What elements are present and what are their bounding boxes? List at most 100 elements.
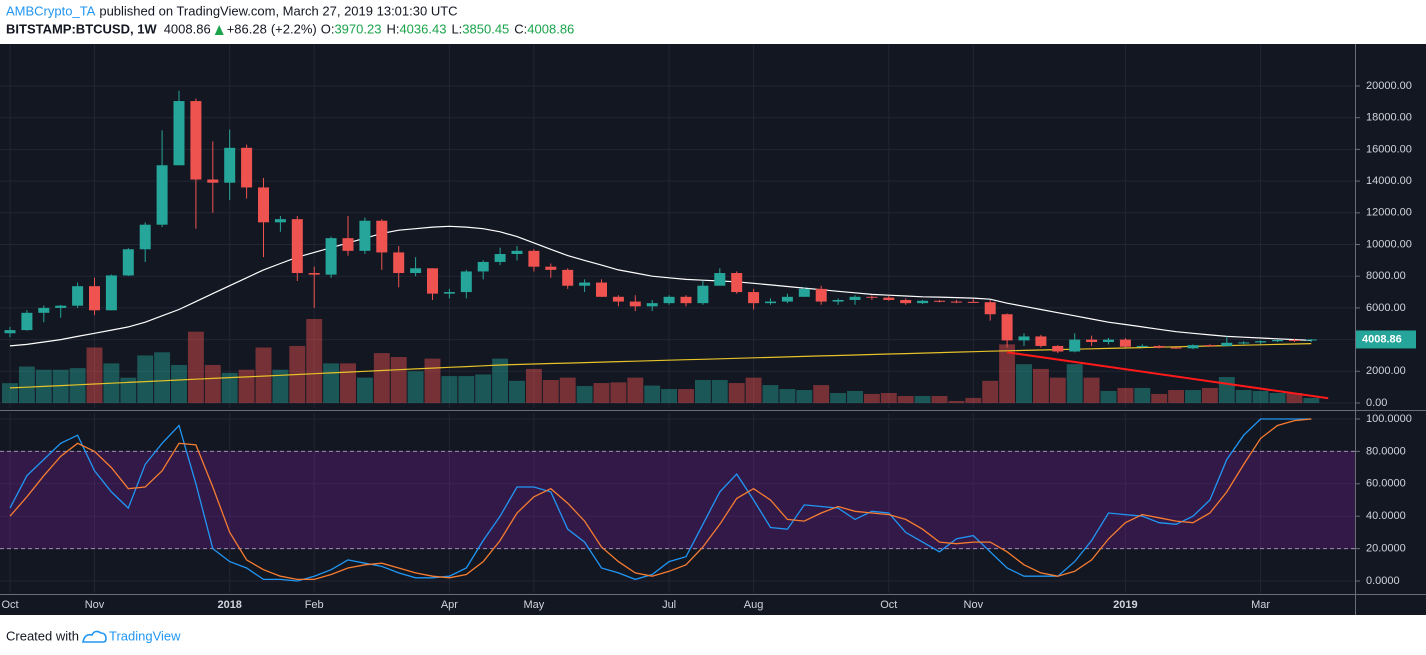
volume-bar (171, 364, 187, 404)
candle-body (984, 302, 996, 315)
candle-body (1204, 345, 1216, 347)
volume-bar (2, 383, 18, 404)
y-tick-label: 18000.00 (1366, 112, 1412, 124)
y-tick-label: 20000.00 (1366, 80, 1412, 92)
volume-bar (187, 331, 204, 404)
footer-bg (0, 615, 1426, 655)
published-text: published on TradingView.com, March 27, … (99, 3, 457, 18)
volume-bar (1100, 390, 1117, 404)
candle-body (190, 101, 202, 180)
chart-bg (0, 44, 1426, 615)
candle-body (1001, 314, 1013, 341)
volume-bar (999, 344, 1016, 404)
candle-body (258, 187, 269, 223)
candle-body (832, 299, 844, 302)
volume-bar (897, 396, 914, 404)
candle-body (1272, 339, 1283, 342)
ohlc-value: 3850.45 (462, 21, 509, 36)
volume-bar (424, 358, 441, 404)
volume-bar (982, 380, 999, 404)
candle-body (427, 268, 438, 294)
x-tick-label: Jul (662, 599, 676, 611)
footer: Created with TradingView (6, 628, 181, 643)
footer-brand[interactable]: TradingView (109, 628, 181, 643)
stoch-line (9, 418, 1312, 581)
candle-body (1035, 336, 1047, 346)
candle-body (274, 219, 286, 223)
candle-body (511, 250, 523, 255)
candle-body (917, 300, 929, 304)
volume-bar (1083, 377, 1100, 404)
tradingview-logo (81, 630, 107, 643)
y-tick-label: 20.0000 (1366, 543, 1406, 555)
ohlc-value: 4036.43 (399, 21, 446, 36)
candle-body (967, 301, 979, 303)
ohlc-label: C: (514, 21, 527, 36)
candle-body (38, 307, 50, 313)
volume-bar (154, 352, 171, 404)
volume-bar (1016, 364, 1032, 404)
volume-bar (593, 383, 610, 404)
volume-bar (1049, 377, 1066, 404)
candle-body (883, 297, 895, 300)
volume-bar (340, 363, 356, 404)
footer-text: Created with (6, 628, 79, 643)
volume-bar (1235, 390, 1252, 404)
volume-bar (120, 377, 137, 404)
change-pct: (+2.2%) (271, 21, 317, 36)
candle-body (646, 303, 658, 307)
x-tick-label: Nov (964, 599, 984, 611)
candle-body (815, 288, 827, 302)
symbol: BITSTAMP:BTCUSD, 1W (6, 21, 157, 36)
candle-body (241, 147, 253, 188)
y-tick-label: 100.0000 (1366, 413, 1412, 425)
y-tick-label: 40.0000 (1366, 510, 1406, 522)
candle-body (1187, 345, 1199, 349)
candle-body (528, 250, 540, 267)
candle-body (545, 266, 557, 270)
candle-body (714, 273, 726, 286)
x-tick-label: Nov (85, 599, 105, 611)
last-price-box (1356, 330, 1416, 349)
candle-body (105, 275, 117, 311)
volume-bar (847, 390, 863, 404)
header: AMBCrypto_TA published on TradingView.com… (6, 3, 574, 36)
ohlc-value: 4008.86 (527, 21, 574, 36)
candle-body (1255, 341, 1267, 343)
y-tick-label: 0.00 (1366, 397, 1387, 409)
y-tick-label: 60.0000 (1366, 478, 1406, 490)
volume-bar (762, 385, 779, 404)
volume-bar (1269, 393, 1286, 404)
y-tick-label: 12000.00 (1366, 207, 1412, 219)
candle-body (1119, 339, 1131, 347)
y-tick-label: 16000.00 (1366, 143, 1412, 155)
volume-bar (728, 383, 745, 404)
y-tick-label: 2000.00 (1366, 365, 1406, 377)
x-tick-label: Oct (1, 599, 18, 611)
volume-bar (373, 353, 390, 404)
candle-body (494, 254, 506, 262)
axes: Oct Nov 2018 Feb Apr May Jul Aug Oct Nov 2019 Mar 0.… (1, 80, 1416, 611)
moving-average (9, 343, 1312, 389)
volume-bar (1032, 368, 1049, 404)
volume-bar (52, 369, 69, 404)
volume-bar (69, 368, 86, 404)
volume-bar (796, 390, 813, 404)
header-bg (0, 0, 1426, 44)
candle-body (1288, 339, 1300, 341)
candle-body (612, 296, 624, 302)
y-tick-label: 8000.00 (1366, 270, 1406, 282)
candle-body (477, 261, 489, 272)
x-tick-label: Feb (305, 599, 324, 611)
candle-body (1136, 345, 1148, 347)
ohlc-label: H: (386, 21, 399, 36)
candle-body (376, 220, 388, 253)
volume-bar (204, 364, 221, 404)
candle-body (1052, 345, 1064, 352)
stoch-band (0, 451, 1355, 549)
volume-bar (323, 363, 340, 404)
candle-body (55, 305, 67, 308)
volume-bar (813, 385, 830, 404)
candle-body (72, 286, 84, 306)
author-link[interactable]: AMBCrypto_TA (6, 3, 96, 18)
